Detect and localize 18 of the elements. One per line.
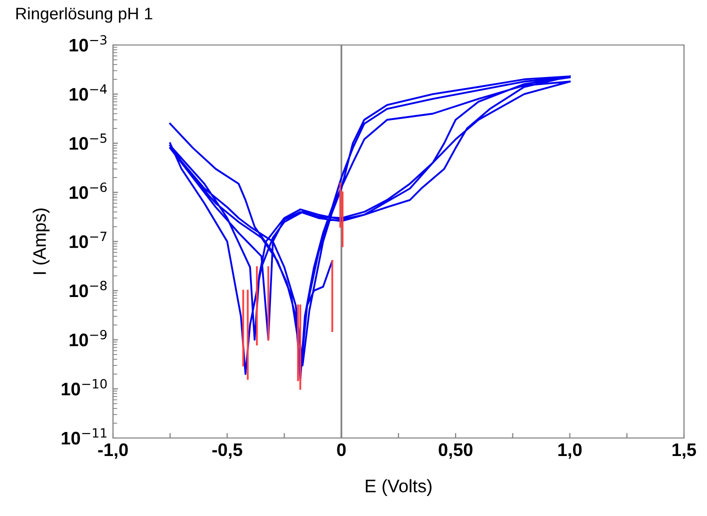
y-tick-label: 10$^{−4}$ [70, 84, 107, 101]
y-tick-label: 10$^{−3}$ [70, 35, 106, 52]
y-tick-label: 10$^{−10}$ [62, 378, 107, 396]
y-axis-title: I (Amps) [32, 208, 50, 274]
y-tick-label: 10$^{−7}$ [70, 232, 106, 248]
x-tick-label: 1,5 [672, 444, 696, 459]
y-tick-label: 10$^{−8}$ [70, 280, 107, 298]
y-tick-label: 10$^{−9}$ [70, 330, 107, 346]
x-tick-label: -0,5 [212, 443, 242, 459]
x-tick-label: 0 [337, 443, 346, 456]
y-tick-label: 10$^{−6}$ [70, 182, 107, 199]
chart-title: Ringerlösung pH 1 [16, 7, 152, 23]
y-tick-label: 10$^{−11}$ [62, 428, 106, 445]
x-tick-label: 1,0 [558, 443, 582, 459]
x-tick-label: 0,50 [438, 443, 472, 459]
x-tick-label: -1,0 [98, 443, 128, 459]
x-axis-title: E (Volts) [366, 479, 432, 496]
y-tick-label: 10$^{−5}$ [70, 134, 106, 150]
